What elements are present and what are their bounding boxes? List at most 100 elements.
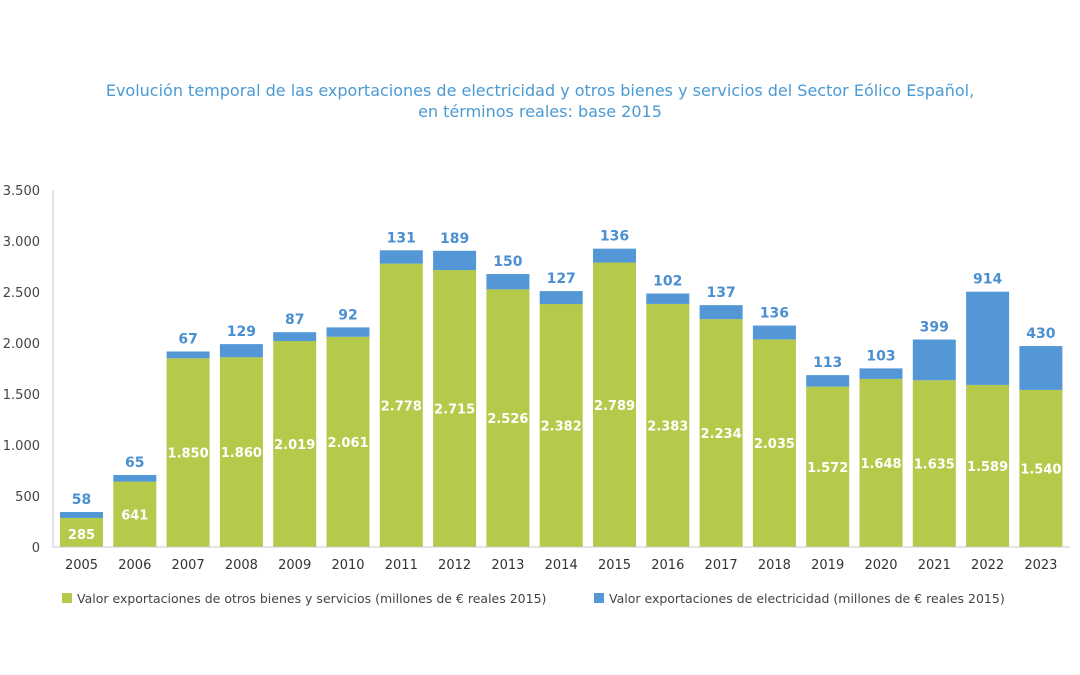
x-tick-label: 2019: [811, 558, 844, 573]
data-label-otros-bienes: 641: [121, 508, 148, 523]
bar-group-2011: 2.778 131: [379, 230, 423, 547]
y-tick-label: 2.500: [3, 286, 40, 301]
legend-swatch: [594, 593, 604, 603]
x-tick-label: 2014: [545, 558, 578, 573]
x-tick-label: 2006: [118, 558, 151, 573]
bar-otros-bienes: [1019, 389, 1063, 547]
y-tick-label: 3.000: [3, 235, 40, 250]
data-label-electricidad: 67: [178, 331, 197, 347]
data-label-electricidad: 430: [1026, 326, 1055, 342]
data-label-electricidad: 150: [493, 254, 522, 270]
bar-group-2014: 2.382 127: [539, 271, 583, 547]
bar-otros-bienes: [219, 357, 263, 547]
legend-swatch: [62, 593, 72, 603]
bar-group-2018: 2.035 136: [752, 306, 796, 547]
chart-title: Evolución temporal de las exportaciones …: [0, 80, 1080, 122]
bar-otros-bienes: [966, 384, 1010, 547]
data-label-otros-bienes: 285: [68, 528, 95, 543]
x-tick-label: 2005: [65, 558, 98, 573]
bar-electricidad: [752, 325, 796, 340]
x-tick-label: 2011: [385, 558, 418, 573]
data-label-otros-bienes: 1.572: [807, 461, 848, 476]
bar-electricidad: [539, 291, 583, 305]
bar-electricidad: [273, 332, 317, 342]
y-tick-label: 3.500: [3, 184, 40, 199]
data-label-otros-bienes: 1.860: [221, 446, 262, 461]
data-label-electricidad: 136: [760, 306, 789, 322]
bar-otros-bienes: [593, 262, 636, 547]
bar-electricidad: [593, 248, 636, 263]
bar-electricidad: [433, 250, 477, 271]
bar-group-2019: 1.572 113: [806, 355, 850, 547]
bar-otros-bienes: [60, 517, 103, 547]
bar-otros-bienes: [646, 303, 690, 547]
x-axis: 2005 2006 2007 2008 2009 2010 2011 2012 2013 2014…: [53, 546, 1070, 573]
data-label-electricidad: 399: [920, 320, 949, 336]
y-tick-label: 2.000: [3, 337, 40, 352]
x-tick-label: 2012: [438, 558, 471, 573]
bar-otros-bienes: [752, 339, 796, 547]
legend-item-electricidad: Valor exportaciones de electricidad (mil…: [594, 591, 1005, 606]
bar-group-2016: 2.383 102: [646, 274, 690, 547]
x-tick-label: 2007: [172, 558, 205, 573]
bar-group-2020: 1.648 103: [859, 348, 903, 547]
bar-electricidad: [646, 293, 690, 304]
x-tick-label: 2008: [225, 558, 258, 573]
bar-electricidad: [1019, 346, 1063, 390]
bar-group-2007: 1.850 67: [166, 331, 210, 547]
bar-group-2022: 1.589 914: [966, 272, 1010, 547]
data-label-electricidad: 103: [866, 348, 895, 364]
data-label-electricidad: 113: [813, 355, 842, 371]
data-label-otros-bienes: 2.019: [274, 438, 315, 453]
bar-electricidad: [806, 375, 850, 387]
data-label-electricidad: 127: [547, 271, 576, 287]
legend-label: Valor exportaciones de electricidad (mil…: [609, 591, 1005, 606]
data-label-otros-bienes: 2.778: [381, 399, 422, 414]
data-label-electricidad: 129: [227, 324, 256, 340]
chart-subtitle: en términos reales: base 2015: [418, 102, 662, 121]
data-label-electricidad: 92: [338, 307, 357, 323]
data-label-otros-bienes: 2.789: [594, 399, 635, 414]
data-label-otros-bienes: 1.635: [914, 458, 955, 473]
data-label-otros-bienes: 2.035: [754, 437, 795, 452]
bars: 28558641651.850671.8601292.019872.061922…: [60, 229, 1063, 547]
bar-group-2006: 641 65: [113, 455, 157, 547]
bar-electricidad: [859, 368, 903, 379]
bar-otros-bienes: [539, 304, 583, 547]
y-tick-label: 500: [15, 490, 40, 505]
bar-electricidad: [966, 291, 1010, 385]
x-tick-label: 2009: [278, 558, 311, 573]
data-label-electricidad: 914: [973, 272, 1002, 288]
bar-otros-bienes: [699, 319, 743, 547]
bar-electricidad: [912, 339, 956, 381]
x-tick-label: 2013: [491, 558, 524, 573]
x-tick-label: 2018: [758, 558, 791, 573]
data-label-otros-bienes: 1.648: [860, 457, 901, 472]
data-label-otros-bienes: 2.715: [434, 403, 475, 418]
bar-group-2010: 2.061 92: [326, 307, 370, 547]
bar-electricidad: [379, 250, 423, 264]
data-label-otros-bienes: 2.383: [647, 419, 688, 434]
data-label-otros-bienes: 2.234: [701, 427, 742, 442]
data-label-electricidad: 65: [125, 455, 144, 471]
bar-group-2013: 2.526 150: [486, 254, 530, 547]
bar-group-2015: 2.789 136: [593, 229, 636, 547]
bar-group-2008: 1.860 129: [219, 324, 263, 547]
bar-otros-bienes: [859, 378, 903, 547]
bar-electricidad: [60, 512, 103, 518]
bar-group-2021: 1.635 399: [912, 320, 956, 547]
data-label-electricidad: 58: [72, 492, 91, 508]
data-label-otros-bienes: 2.061: [327, 436, 368, 451]
x-tick-label: 2016: [651, 558, 684, 573]
data-label-electricidad: 136: [600, 229, 629, 245]
bar-otros-bienes: [486, 289, 530, 547]
x-tick-label: 2017: [705, 558, 738, 573]
bar-otros-bienes: [433, 270, 477, 547]
x-tick-label: 2022: [971, 558, 1004, 573]
bar-otros-bienes: [113, 481, 157, 547]
bar-otros-bienes: [166, 358, 210, 547]
x-tick-label: 2020: [864, 558, 897, 573]
bar-group-2009: 2.019 87: [273, 312, 317, 547]
y-tick-label: 1.500: [3, 388, 40, 403]
